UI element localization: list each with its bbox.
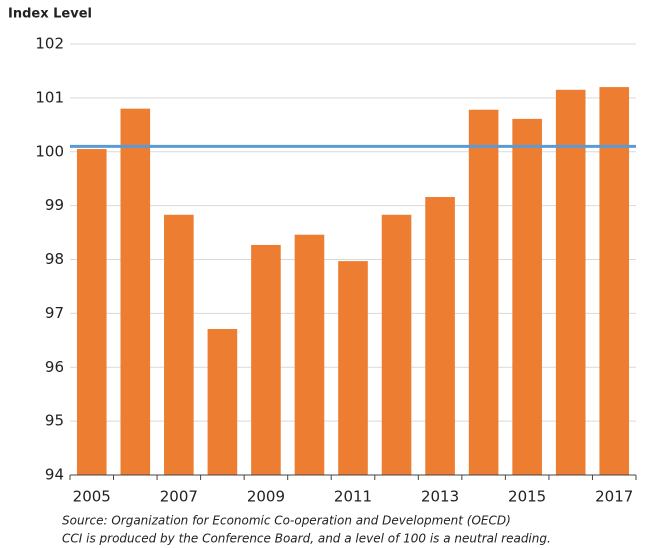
bar: [555, 89, 586, 475]
x-tick-label: 2007: [160, 488, 198, 506]
bar: [294, 234, 325, 475]
y-tick-label: 101: [35, 88, 64, 106]
footnote: Source: Organization for Economic Co-ope…: [62, 514, 511, 528]
bar: [381, 214, 412, 475]
bar: [207, 328, 238, 475]
y-tick-label: 94: [45, 466, 64, 484]
x-tick-label: 2013: [421, 488, 459, 506]
x-tick-label: 2009: [247, 488, 285, 506]
bar: [425, 197, 455, 475]
bar: [164, 214, 194, 475]
y-tick-label: 95: [45, 412, 64, 430]
axis-title: Index Level: [8, 7, 92, 22]
bar: [338, 261, 368, 475]
y-tick-label: 102: [35, 35, 64, 53]
y-tick-label: 97: [45, 304, 64, 322]
bar: [512, 118, 542, 475]
bar: [599, 87, 630, 475]
x-tick-label: 2005: [73, 488, 111, 506]
bar: [120, 108, 151, 476]
y-tick-label: 99: [45, 196, 64, 214]
y-tick-label: 96: [45, 358, 64, 376]
bar: [468, 109, 499, 475]
x-tick-label: 2017: [595, 488, 633, 506]
y-tick-label: 100: [35, 142, 64, 160]
bar: [251, 244, 281, 475]
x-tick-label: 2011: [334, 488, 372, 506]
y-tick-label: 98: [45, 250, 64, 268]
bar: [76, 149, 107, 475]
footnote: CCI is produced by the Conference Board,…: [62, 532, 551, 546]
x-tick-label: 2015: [508, 488, 546, 506]
